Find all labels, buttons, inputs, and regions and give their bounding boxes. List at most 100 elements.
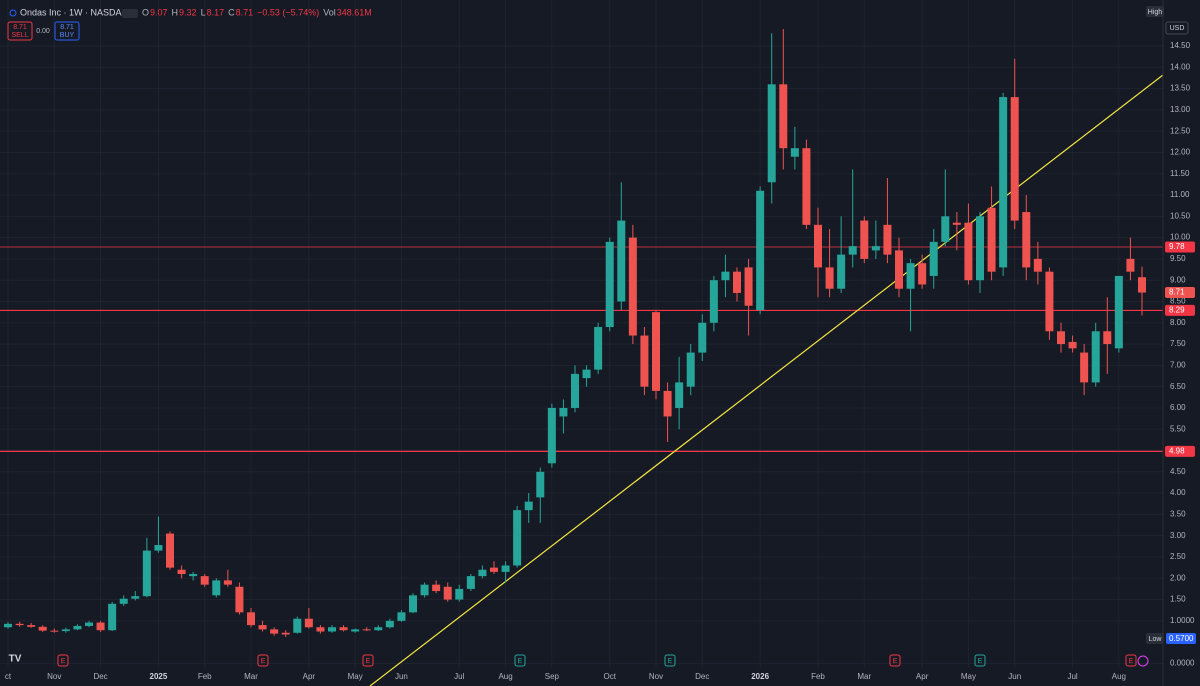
price-label-bg (1165, 241, 1195, 253)
buy-box[interactable] (54, 21, 80, 41)
x-tick-label: Mar (244, 672, 258, 681)
symbol[interactable]: Ondas Inc · 1W · NASDAQ (20, 7, 129, 17)
candle-body (73, 625, 82, 630)
candle-body (328, 627, 336, 632)
event-marker-box[interactable] (362, 654, 374, 667)
candle-body (918, 263, 927, 285)
candle-body (351, 629, 360, 632)
sell-box[interactable] (7, 21, 33, 41)
candle-body (1068, 341, 1077, 349)
candle-body (166, 533, 174, 568)
event-marker-box[interactable] (257, 654, 269, 667)
candle-body (686, 352, 695, 387)
x-tick-label: Jul (454, 672, 464, 681)
candle-body (848, 246, 857, 255)
currency: USD (1170, 25, 1185, 32)
legend-key: H (172, 7, 179, 17)
candle-body (524, 501, 533, 511)
event-marker[interactable]: E (366, 658, 371, 665)
candle-body (825, 267, 834, 289)
event-marker[interactable]: E (261, 658, 266, 665)
price-label: 9.78 (1169, 242, 1185, 251)
candle-body (814, 224, 822, 268)
candle-body (1045, 271, 1054, 332)
y-tick-label: 10.50 (1170, 211, 1191, 220)
candle-body (906, 263, 915, 289)
candle-body (976, 216, 984, 281)
y-tick-label: 2.50 (1170, 552, 1186, 561)
candle-body (952, 222, 961, 225)
event-marker-box[interactable] (514, 654, 526, 667)
candle-body (189, 574, 198, 577)
legend-key: C (228, 7, 235, 17)
candle-body (837, 254, 846, 289)
y-tick-label: 1.50 (1170, 595, 1186, 604)
x-tick-label: Mar (857, 672, 871, 681)
sell-button[interactable]: 8.71 SELL (7, 21, 33, 41)
event-marker-box[interactable] (974, 654, 986, 667)
candle-body (85, 622, 93, 626)
y-tick-label: 10.00 (1170, 233, 1191, 242)
x-tick-label: 2026 (751, 672, 769, 681)
candle-body (212, 580, 221, 596)
event-marker[interactable]: E (668, 658, 673, 665)
event-marker-box[interactable] (1125, 654, 1137, 667)
event-marker-box[interactable] (889, 654, 901, 667)
candle-body (385, 620, 394, 628)
candle-body (559, 407, 568, 417)
buy-button[interactable]: 8.71 BUY (54, 21, 80, 41)
event-marker[interactable]: E (518, 658, 523, 665)
candle-body (721, 271, 730, 281)
candle-body (119, 598, 128, 604)
candle-body (258, 625, 267, 630)
sell-label: SELL (11, 32, 28, 39)
dividend-marker[interactable] (1137, 655, 1149, 667)
x-tick-label: Dec (695, 672, 709, 681)
x-tick-label: 2025 (150, 672, 168, 681)
x-tick-label: May (961, 672, 976, 681)
indicator-toggle[interactable] (122, 9, 138, 18)
candle-body (247, 612, 255, 626)
x-tick-label: ct (5, 672, 12, 681)
x-tick-label: Apr (303, 672, 316, 681)
event-marker[interactable]: E (1129, 658, 1134, 665)
candle-body (455, 588, 464, 600)
event-marker-box[interactable] (664, 654, 676, 667)
x-tick-label: Apr (916, 672, 929, 681)
candle-body (304, 618, 313, 628)
y-tick-label: 1.0000 (1170, 616, 1195, 625)
candle-body (895, 250, 903, 289)
event-marker[interactable]: E (893, 658, 898, 665)
candle-body (501, 565, 510, 572)
y-tick-label: 14.50 (1170, 41, 1191, 50)
sell-price: 8.71 (13, 24, 27, 31)
currency-box[interactable] (1165, 21, 1189, 35)
y-tick-label: 9.50 (1170, 254, 1186, 263)
event-marker[interactable]: E (61, 658, 66, 665)
logo[interactable]: TV (9, 654, 22, 665)
price-label-bg (1165, 304, 1195, 316)
candle-body (744, 267, 753, 306)
candle-body (432, 584, 441, 592)
price-label: 8.29 (1169, 306, 1185, 315)
candle-body (929, 241, 938, 276)
candle-body (27, 625, 36, 627)
y-tick-label: 4.00 (1170, 488, 1186, 497)
event-marker-box[interactable] (57, 654, 69, 667)
candle-body (339, 627, 348, 631)
symbol-icon (9, 9, 17, 17)
candle-body (1057, 331, 1065, 345)
y-tick-label: 11.00 (1170, 190, 1190, 199)
candle-body (293, 618, 302, 633)
legend: O 9.07 H 9.32 L 8.17 C 8.71 −0.53 (−5.74%) Vol 348… (142, 7, 372, 17)
candle-body (733, 271, 741, 293)
candle-body (605, 241, 614, 328)
low-badge: Low (1149, 636, 1163, 643)
low-badge-bg (1146, 633, 1164, 644)
event-marker[interactable]: E (978, 658, 983, 665)
legend-value: 9.07 (150, 7, 168, 17)
candle-body (964, 222, 973, 281)
candle-body (513, 510, 522, 566)
candle-body (362, 629, 371, 631)
